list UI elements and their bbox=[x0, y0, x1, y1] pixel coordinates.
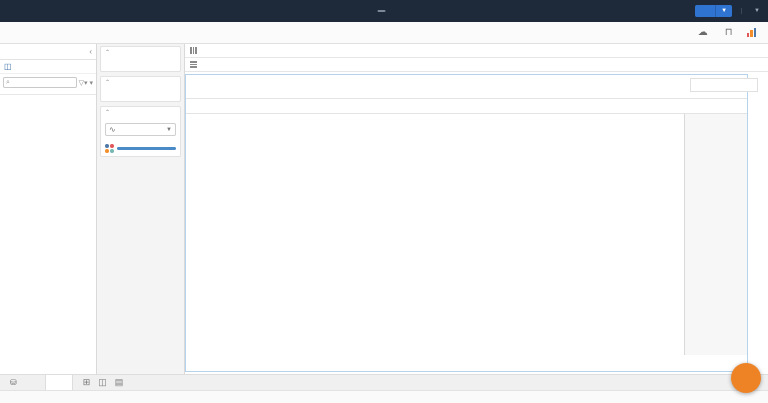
columns-icon bbox=[190, 47, 197, 54]
columns-shelf[interactable] bbox=[185, 44, 768, 58]
marks-pane: ⌃ ⌃ ⌃ ∿ ▼ bbox=[97, 44, 185, 374]
cloud-status-icon: ☁ bbox=[697, 26, 708, 38]
pane-menu-icon[interactable]: ▾ bbox=[89, 79, 93, 87]
collapse-icon[interactable]: ⌃ bbox=[105, 50, 111, 56]
segment-colour-pill[interactable] bbox=[117, 147, 176, 150]
new-dashboard-button[interactable]: ◫ bbox=[98, 377, 107, 387]
worksheet-area bbox=[185, 44, 768, 374]
rows-shelf[interactable] bbox=[185, 58, 768, 72]
fit-standard-icon[interactable]: ⊓ bbox=[724, 26, 733, 38]
tab-sheet-sales[interactable] bbox=[44, 375, 73, 390]
chevron-down-icon: ▼ bbox=[166, 126, 172, 133]
sheet-title bbox=[186, 75, 747, 99]
color-legend-icon bbox=[105, 144, 114, 153]
unused-pane-area bbox=[684, 114, 747, 355]
toolbar: ☁ ⊓ bbox=[0, 22, 768, 44]
publish-dropdown-icon[interactable]: ▼ bbox=[715, 5, 733, 17]
parameters-header bbox=[0, 94, 96, 102]
top-menu-bar: ▼ ▼ bbox=[0, 0, 768, 22]
marks-card: ⌃ ∿ ▼ bbox=[100, 106, 181, 157]
show-me-icon bbox=[746, 28, 756, 37]
collapse-icon[interactable]: ⌃ bbox=[105, 110, 111, 116]
publish-as-button[interactable] bbox=[695, 5, 716, 17]
new-story-button[interactable]: ▤ bbox=[114, 377, 124, 387]
rows-icon bbox=[190, 61, 197, 68]
data-pane: ‹ ◫ ⌕ ▽▾ ▾ bbox=[0, 44, 97, 374]
pages-shelf[interactable]: ⌃ bbox=[100, 46, 181, 72]
column-field-header bbox=[186, 100, 747, 114]
search-input[interactable] bbox=[11, 78, 74, 87]
draft-badge bbox=[377, 10, 386, 12]
help-button[interactable] bbox=[731, 363, 761, 393]
status-bar bbox=[0, 390, 768, 403]
color-legend[interactable] bbox=[690, 78, 758, 92]
tab-data-source[interactable]: ⛁ bbox=[0, 375, 31, 390]
user-menu[interactable]: ▼ bbox=[741, 8, 760, 14]
new-worksheet-button[interactable]: ⊞ bbox=[82, 377, 91, 387]
workbook-title-area bbox=[377, 10, 391, 12]
collapse-icon[interactable]: ⌃ bbox=[105, 80, 111, 86]
field-search[interactable]: ⌕ bbox=[3, 77, 77, 88]
line-mark-icon: ∿ bbox=[109, 125, 116, 134]
marks-all-row[interactable] bbox=[105, 116, 176, 120]
x-axis bbox=[226, 355, 684, 371]
filter-icon[interactable]: ▽▾ bbox=[78, 79, 88, 87]
datasource-row[interactable]: ◫ bbox=[0, 60, 96, 74]
show-me-button[interactable] bbox=[746, 28, 761, 37]
mark-type-dropdown[interactable]: ∿ ▼ bbox=[105, 123, 176, 136]
filters-shelf[interactable]: ⌃ bbox=[100, 76, 181, 102]
database-icon: ⛁ bbox=[10, 378, 17, 387]
sheet-tabs-bar: ⛁ ⊞ ◫ ▤ bbox=[0, 374, 768, 390]
sheet-view bbox=[185, 74, 748, 372]
chevron-down-icon: ▼ bbox=[754, 8, 760, 14]
search-icon: ⌕ bbox=[6, 78, 10, 86]
datasource-icon: ◫ bbox=[4, 62, 12, 71]
collapse-pane-icon[interactable]: ‹ bbox=[89, 47, 92, 56]
